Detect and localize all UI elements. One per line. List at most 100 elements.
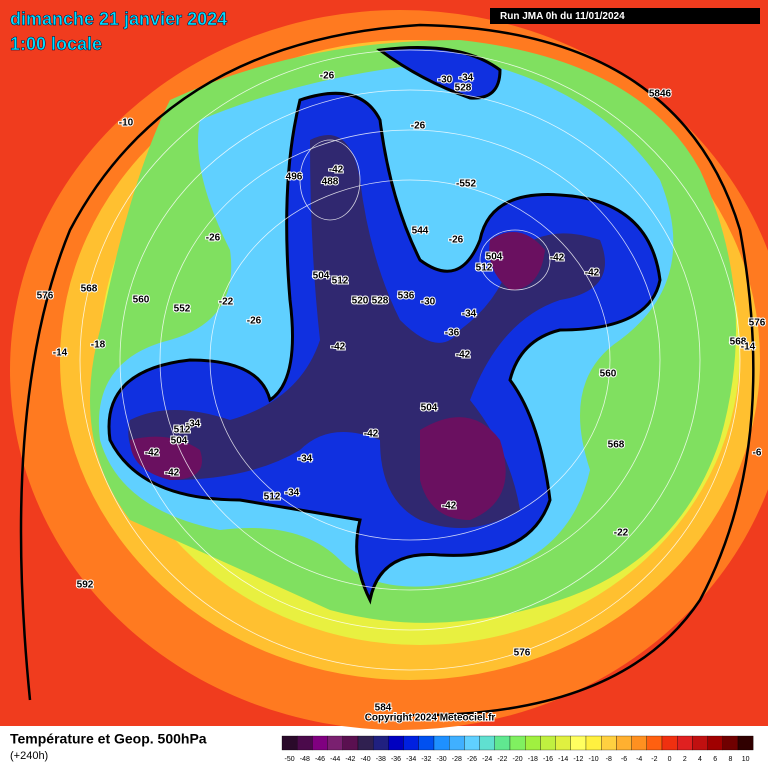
legend-label: -12 xyxy=(573,756,583,763)
contour-label: -34 xyxy=(298,454,313,465)
legend-label: 4 xyxy=(698,756,702,763)
contour-label: -14 xyxy=(741,342,756,353)
legend-label: 8 xyxy=(728,756,732,763)
legend-label: -22 xyxy=(497,756,507,763)
legend-label: -44 xyxy=(330,756,340,763)
contour-label: 560 xyxy=(600,369,617,380)
contour-label: 544 xyxy=(412,226,429,237)
contour-label: 520 xyxy=(352,296,369,307)
contour-label: -26 xyxy=(449,235,464,246)
legend-swatch xyxy=(388,735,404,751)
legend-label: -42 xyxy=(345,756,355,763)
legend-swatch xyxy=(327,735,343,751)
legend-swatch xyxy=(692,735,708,751)
contour-label: -34 xyxy=(285,488,300,499)
legend-label: 6 xyxy=(713,756,717,763)
contour-label: 552 xyxy=(174,304,191,315)
map-title: dimanche 21 janvier 2024 xyxy=(10,9,227,29)
legend-label: -28 xyxy=(452,756,462,763)
contour-label: -42 xyxy=(329,165,344,176)
copyright: Copyright 2024 Meteociel.fr xyxy=(365,713,496,724)
legend-swatch xyxy=(616,735,632,751)
legend-swatch xyxy=(570,735,587,751)
contour-label: -22 xyxy=(614,528,629,539)
legend-label: -24 xyxy=(482,756,492,763)
legend-label: 2 xyxy=(683,756,687,763)
legend-label: -50 xyxy=(285,756,295,763)
legend-swatch xyxy=(464,735,480,751)
contour-label: 576 xyxy=(749,318,766,329)
contour-label: 536 xyxy=(398,291,415,302)
contour-label: -26 xyxy=(247,316,262,327)
legend-label: -38 xyxy=(376,756,386,763)
contour-label: 528 xyxy=(455,83,472,94)
legend-swatch xyxy=(281,735,298,751)
map-subtitle: 1:00 locale xyxy=(10,34,102,54)
legend-label: -48 xyxy=(300,756,310,763)
legend-swatch xyxy=(737,735,754,751)
contour-label: 496 xyxy=(286,172,303,183)
footer-title: Température et Geop. 500hPa xyxy=(10,731,207,747)
contour-label: -36 xyxy=(445,328,460,339)
legend-swatch xyxy=(585,735,602,751)
isolines xyxy=(79,49,741,671)
legend-swatch xyxy=(494,735,511,751)
contour-label: 488 xyxy=(322,177,339,188)
contour-label: 568 xyxy=(730,337,747,348)
run-box xyxy=(490,8,760,24)
contour-label: -26 xyxy=(320,71,335,82)
legend-label: -6 xyxy=(621,756,627,763)
contour-label: 584 xyxy=(375,703,392,714)
contour-label: -42 xyxy=(456,350,471,361)
contour-label: -18 xyxy=(91,340,106,351)
contour-label: -22 xyxy=(219,297,234,308)
contour-label: 512 xyxy=(476,263,493,274)
contour-label: 504 xyxy=(313,271,330,282)
contour-line xyxy=(107,91,662,605)
legend-swatch xyxy=(479,735,495,751)
legend-label: -16 xyxy=(543,756,553,763)
legend-swatch xyxy=(449,735,465,751)
legend-swatch xyxy=(525,735,541,751)
legend-label: -2 xyxy=(651,756,657,763)
legend-swatch xyxy=(373,735,389,751)
legend-swatch xyxy=(631,735,647,751)
legend-label: 0 xyxy=(668,756,672,763)
contour-label: 504 xyxy=(421,403,438,414)
contour-label: -34 xyxy=(459,73,474,84)
legend-label: -46 xyxy=(315,756,325,763)
map-zone xyxy=(489,232,545,290)
contour-label: 512 xyxy=(332,276,349,287)
legend-swatch xyxy=(601,735,617,751)
contour-label: -34 xyxy=(186,419,201,430)
legend-swatch xyxy=(509,735,526,751)
legend-swatch xyxy=(540,735,556,751)
contour-label: -10 xyxy=(119,118,134,129)
contour-label: -26 xyxy=(411,121,426,132)
legend-label: -20 xyxy=(513,756,523,763)
contour-label: 528 xyxy=(372,296,389,307)
run-label: Run JMA 0h du 11/01/2024 xyxy=(500,11,625,22)
map-zone xyxy=(130,436,202,480)
contour-label: -42 xyxy=(364,429,379,440)
contour-label: -42 xyxy=(550,253,565,264)
footer-subtitle: (+240h) xyxy=(10,750,48,762)
contour-label: 568 xyxy=(81,284,98,295)
legend: -50 -48 -46 -44 -42 -40 -38 -36 -34 -32 -30 -28 -26-… xyxy=(281,735,754,763)
legend-swatch xyxy=(403,735,419,751)
contour-line xyxy=(19,23,755,717)
contour-label: 592 xyxy=(77,580,94,591)
legend-swatch xyxy=(312,735,328,751)
contour-label: 576 xyxy=(514,648,531,659)
legend-label: -34 xyxy=(406,756,416,763)
legend-label: 10 xyxy=(742,756,750,763)
contour-label: -6 xyxy=(753,448,762,459)
legend-swatch xyxy=(418,735,435,751)
legend-label: -36 xyxy=(391,756,401,763)
contour-label: -14 xyxy=(53,348,68,359)
legend-swatch xyxy=(646,735,663,751)
contour-label: -42 xyxy=(585,268,600,279)
contour-label: -42 xyxy=(331,342,346,353)
map xyxy=(0,0,768,730)
